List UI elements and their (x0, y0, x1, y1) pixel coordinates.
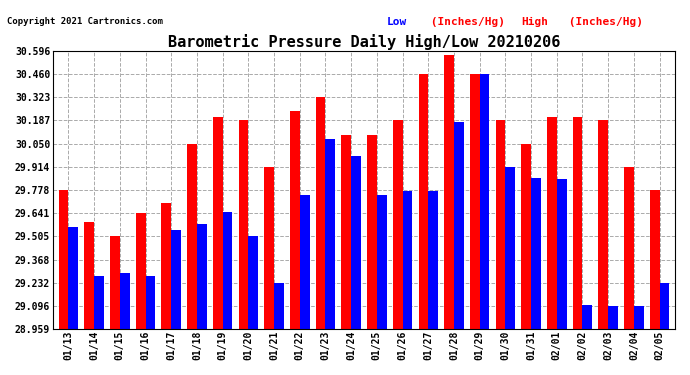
Bar (660, 283, 669, 329)
Bar (146, 276, 155, 329)
Bar (326, 139, 335, 329)
Bar (522, 144, 531, 329)
Bar (342, 135, 351, 329)
Bar (197, 224, 207, 329)
Bar (110, 236, 120, 329)
Bar (264, 167, 274, 329)
Bar (59, 190, 68, 329)
Bar (505, 167, 515, 329)
Bar (136, 213, 146, 329)
Bar (608, 306, 618, 329)
Bar (428, 191, 438, 329)
Bar (531, 178, 541, 329)
Text: Copyright 2021 Cartronics.com: Copyright 2021 Cartronics.com (7, 17, 163, 26)
Bar (351, 156, 361, 329)
Bar (377, 195, 386, 329)
Bar (634, 306, 644, 329)
Bar (444, 56, 454, 329)
Bar (582, 305, 592, 329)
Bar (480, 74, 489, 329)
Bar (624, 167, 634, 329)
Text: (Inches/Hg): (Inches/Hg) (562, 17, 643, 27)
Bar (598, 120, 608, 329)
Bar (367, 135, 377, 329)
Bar (248, 236, 258, 329)
Bar (419, 74, 428, 329)
Bar (239, 120, 248, 329)
Bar (573, 117, 582, 329)
Bar (557, 180, 566, 329)
Bar (274, 283, 284, 329)
Bar (316, 98, 326, 329)
Bar (213, 117, 223, 329)
Bar (223, 212, 233, 329)
Bar (94, 276, 104, 329)
Bar (290, 111, 299, 329)
Bar (171, 231, 181, 329)
Bar (120, 273, 130, 329)
Bar (454, 122, 464, 329)
Title: Barometric Pressure Daily High/Low 20210206: Barometric Pressure Daily High/Low 20210… (168, 34, 560, 50)
Bar (68, 227, 78, 329)
Bar (495, 120, 505, 329)
Text: Low: Low (386, 17, 406, 27)
Bar (650, 190, 660, 329)
Bar (187, 144, 197, 329)
Bar (402, 191, 413, 329)
Bar (393, 120, 402, 329)
Bar (299, 195, 310, 329)
Bar (547, 117, 557, 329)
Bar (470, 74, 480, 329)
Bar (84, 222, 94, 329)
Bar (161, 203, 171, 329)
Text: (Inches/Hg): (Inches/Hg) (424, 17, 505, 27)
Text: High: High (521, 17, 548, 27)
